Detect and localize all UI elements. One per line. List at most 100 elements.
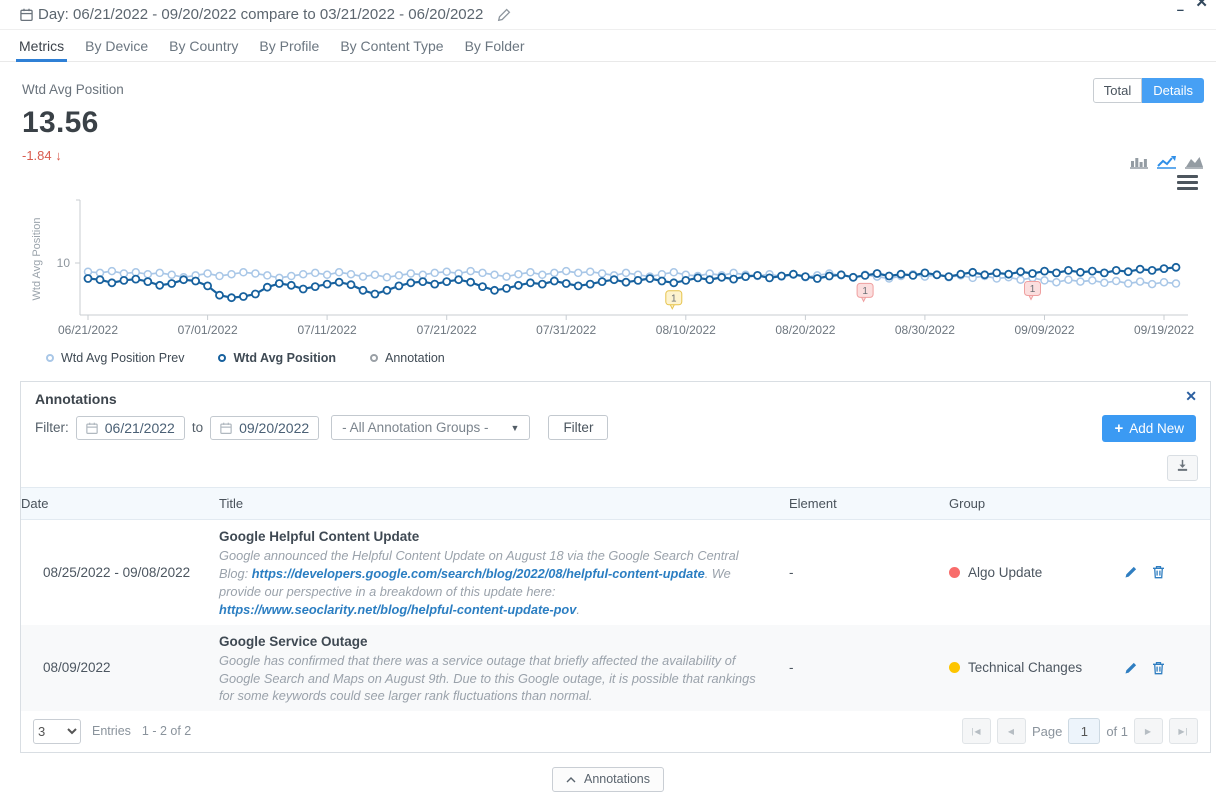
plus-icon: + [1114,420,1124,437]
svg-text:09/09/2022: 09/09/2022 [1014,323,1074,337]
total-toggle-button[interactable]: Total [1092,78,1143,103]
pagination: |◀ ◀ Page 1 of 1 ▶ ▶| [961,718,1198,745]
legend-item-prev[interactable]: Wtd Avg Position Prev [46,351,184,365]
table-row: 08/25/2022 - 09/08/2022 Google Helpful C… [21,520,1210,625]
total-details-toggle: Total Details [1092,78,1204,103]
svg-text:10: 10 [57,256,71,270]
annotation-element: - [789,660,794,676]
row-actions [1124,565,1210,579]
svg-text:07/11/2022: 07/11/2022 [298,323,357,337]
line-chart-icon[interactable] [1157,155,1177,169]
entries-label: Entries [92,724,131,739]
calendar-icon [220,422,232,434]
legend-dot-annotation [369,354,378,362]
svg-text:1: 1 [862,286,868,297]
page-number-input[interactable]: 1 [1068,718,1101,745]
prev-page-button[interactable]: ◀ [996,718,1026,745]
tab-metrics[interactable]: Metrics [16,30,68,62]
add-new-button[interactable]: + Add New [1102,415,1196,442]
close-annotations-icon[interactable]: ✕ [1185,388,1197,404]
chevron-down-icon: ▼ [510,422,520,433]
annotations-panel: Annotations ✕ Filter: 06/21/2022 to 09/2… [20,381,1211,754]
filter-from-date-input[interactable]: 06/21/2022 [75,415,185,440]
group-color-dot [949,566,960,578]
annotation-title-cell: Google Service Outage Google has confirm… [219,625,789,712]
svg-text:1: 1 [671,293,677,304]
details-toggle-button[interactable]: Details [1142,78,1204,103]
entries-range: 1 - 2 of 2 [141,724,192,739]
chevron-up-icon [566,772,576,786]
last-page-button[interactable]: ▶| [1169,718,1198,745]
link[interactable]: https://developers.google.com/search/blo… [251,565,705,581]
annotation-date: 08/09/2022 [43,660,111,676]
bar-chart-icon[interactable] [1130,155,1149,169]
delete-annotation-icon[interactable] [1152,661,1165,675]
line-chart-canvas[interactable]: 10 Wtd Avg Position 06/21/2022 07/01/2022 07… [26,197,1196,347]
close-window-button[interactable]: ✕ [1195,0,1208,11]
annotations-filter-row: Filter: 06/21/2022 to 09/20/2022 - All A… [21,411,1210,450]
edit-annotation-icon[interactable] [1124,661,1138,675]
column-header-group[interactable]: Group [949,496,986,511]
legend-item-annotation[interactable]: Annotation [369,351,445,365]
legend-item-current[interactable]: Wtd Avg Position [218,351,336,365]
date-range-text: Day: 06/21/2022 - 09/20/2022 compare to … [38,6,484,23]
svg-text:1: 1 [1030,284,1036,295]
filter-to-date-input[interactable]: 09/20/2022 [210,415,320,440]
annotation-title: Google Service Outage [219,633,368,649]
annotation-groups-dropdown[interactable]: - All Annotation Groups - ▼ [331,415,531,440]
link[interactable]: https://www.seoclarity.net/blog/helpful-… [219,601,577,617]
download-button[interactable] [1167,455,1198,481]
annotation-group-cell: Algo Update [949,565,1124,580]
edit-annotation-icon[interactable] [1124,565,1138,579]
filter-to-label: to [191,420,204,435]
calendar-icon [20,8,33,21]
annotation-title-cell: Google Helpful Content Update Google ann… [219,520,789,625]
filter-button[interactable]: Filter [548,415,609,440]
column-header-title[interactable]: Title [219,496,244,511]
table-row: 08/09/2022 Google Service Outage Google … [21,624,1210,712]
annotations-collapse-button[interactable]: Annotations [551,767,665,792]
tab-by-profile[interactable]: By Profile [259,37,320,54]
next-page-button[interactable]: ▶ [1134,718,1163,745]
table-header-row: Date Title Element Group [21,487,1210,520]
delete-annotation-icon[interactable] [1152,565,1165,579]
chart-type-switcher [1130,155,1204,169]
table-footer: 3 Entries 1 - 2 of 2 |◀ ◀ Page 1 of 1 ▶ … [21,711,1210,752]
calendar-icon [86,422,98,434]
tab-by-country[interactable]: By Country [169,37,239,54]
tab-by-device[interactable]: By Device [85,37,149,54]
svg-text:06/21/2022: 06/21/2022 [58,323,118,337]
svg-text:Wtd Avg Position: Wtd Avg Position [31,218,43,301]
legend-dot-prev [46,354,54,362]
annotation-description: Google announced the Helpful Content Upd… [219,548,739,617]
minimize-button[interactable]: – [1176,2,1184,17]
annotations-panel-title: Annotations [35,391,117,407]
column-header-date[interactable]: Date [21,496,49,511]
edit-date-range-icon[interactable] [497,8,511,22]
trend-chart[interactable]: 10 Wtd Avg Position 06/21/2022 07/01/2022 07… [0,197,1216,347]
svg-text:08/10/2022: 08/10/2022 [656,323,716,337]
column-header-element[interactable]: Element [789,496,837,511]
tab-by-content-type[interactable]: By Content Type [340,37,444,54]
metric-value: 13.56 [22,106,99,139]
metric-summary: Wtd Avg Position 13.56 -1.84 ↓ Total Det… [0,62,1216,197]
svg-text:08/30/2022: 08/30/2022 [895,323,955,337]
svg-text:08/20/2022: 08/20/2022 [775,323,835,337]
group-color-dot [949,662,960,674]
metric-change: -1.84 ↓ [22,148,62,163]
chart-menu-icon[interactable] [1177,175,1198,190]
annotation-group-cell: Technical Changes [949,660,1124,675]
first-page-button[interactable]: |◀ [961,718,991,745]
filter-label: Filter: [35,420,69,435]
tab-by-folder[interactable]: By Folder [464,37,525,54]
row-actions [1124,661,1210,675]
annotation-date: 08/25/2022 - 09/08/2022 [43,564,191,580]
area-chart-icon[interactable] [1185,155,1204,169]
page-of-label: of 1 [1106,723,1128,739]
group-label: Technical Changes [968,660,1083,676]
legend-dot-current [218,354,227,362]
date-range-bar: Day: 06/21/2022 - 09/20/2022 compare to … [0,0,1216,30]
svg-text:07/21/2022: 07/21/2022 [417,323,477,337]
svg-text:07/31/2022: 07/31/2022 [536,323,596,337]
entries-per-page-select[interactable]: 3 [33,718,81,744]
